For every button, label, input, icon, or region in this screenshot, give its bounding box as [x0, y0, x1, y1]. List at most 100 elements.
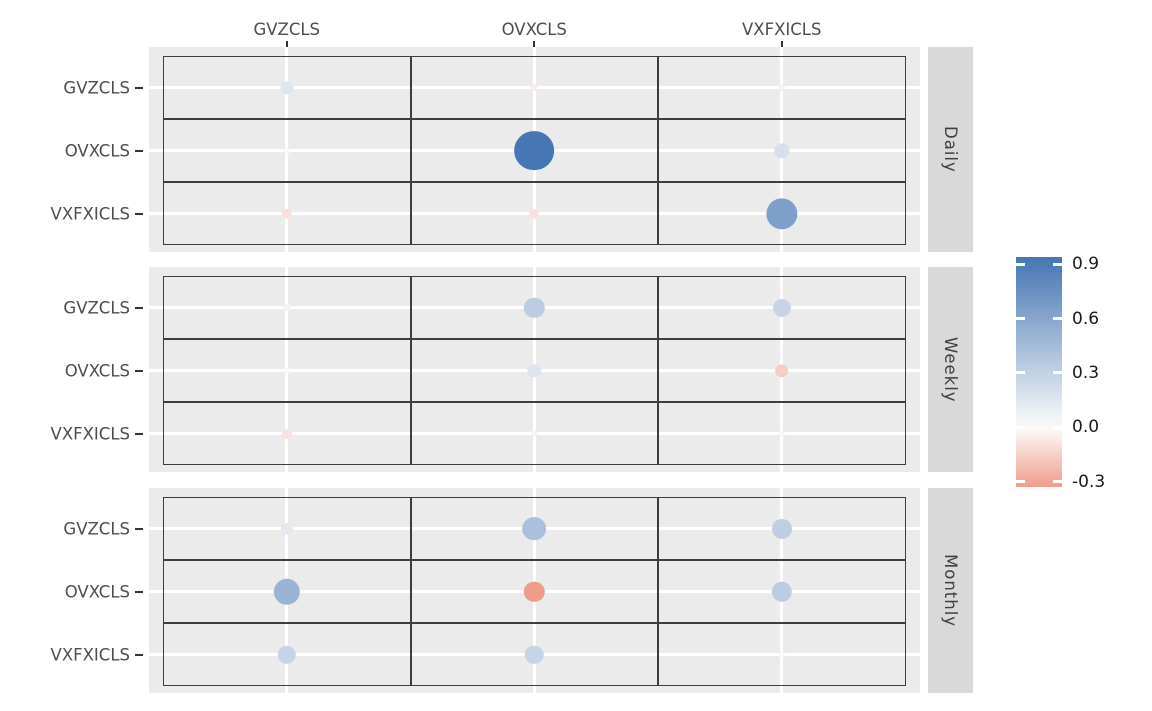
correlation-dot — [771, 581, 792, 602]
matrix-cell — [410, 623, 658, 686]
correlation-dot — [772, 298, 791, 317]
row-tick — [135, 527, 143, 530]
row-axis-label: VXFXICLS — [50, 204, 130, 223]
column-tick — [533, 41, 536, 48]
matrix-cell — [658, 339, 906, 402]
correlation-dot — [280, 80, 294, 95]
matrix-cell — [163, 497, 411, 560]
legend-tick-mark-left — [1016, 480, 1025, 484]
row-tick — [135, 590, 143, 593]
correlation-dot — [283, 367, 290, 374]
facet-strip-label: Daily — [941, 126, 960, 173]
matrix-cell — [163, 623, 411, 686]
row-axis-label: GVZCLS — [63, 519, 130, 538]
matrix-cell — [163, 182, 411, 245]
matrix-cell — [410, 402, 658, 465]
matrix-cell — [658, 119, 906, 182]
legend-tick-mark-left — [1016, 425, 1025, 429]
matrix-cell — [163, 402, 411, 465]
row-axis-label: OVXCLS — [64, 361, 130, 380]
row-tick — [135, 369, 143, 372]
row-axis-label: OVXCLS — [64, 141, 130, 160]
matrix-cell — [163, 560, 411, 623]
row-tick — [135, 86, 143, 89]
matrix-cell — [658, 560, 906, 623]
facet-strip: Daily — [928, 47, 973, 252]
column-axis-label: GVZCLS — [253, 20, 321, 39]
matrix-cell — [163, 119, 411, 182]
correlation-dot — [280, 522, 293, 535]
matrix-cell — [658, 497, 906, 560]
legend-tick-mark-left — [1016, 262, 1025, 266]
matrix-cell — [410, 119, 658, 182]
row-tick — [135, 653, 143, 656]
correlation-dot — [778, 651, 785, 658]
correlation-dot — [778, 430, 785, 437]
facet-strip-label: Monthly — [941, 553, 960, 628]
legend-tick-mark-right — [1053, 262, 1062, 266]
row-axis-label: GVZCLS — [63, 298, 130, 317]
legend-tick-mark-left — [1016, 371, 1025, 375]
legend-tick-mark-right — [1053, 317, 1062, 321]
correlation-dot — [530, 83, 539, 92]
row-axis-label: GVZCLS — [63, 78, 130, 97]
legend-tick-label: -0.3 — [1072, 471, 1106, 492]
legend-tick-label: 0.6 — [1072, 308, 1100, 329]
matrix-cell — [163, 276, 411, 339]
row-axis-label: VXFXICLS — [50, 645, 130, 664]
column-tick — [285, 41, 288, 48]
facet-strip-label: Weekly — [941, 336, 960, 403]
correlation-dot — [530, 430, 538, 437]
correlation-dot — [774, 142, 790, 159]
row-axis-label: VXFXICLS — [50, 424, 130, 443]
row-axis-label: OVXCLS — [64, 582, 130, 601]
column-axis-label: VXFXICLS — [742, 20, 822, 39]
legend-tick-mark-right — [1053, 371, 1062, 375]
matrix-cell — [658, 623, 906, 686]
legend-tick-label: 0.9 — [1072, 254, 1100, 275]
correlation-dot — [529, 208, 540, 219]
correlation-dot — [514, 130, 555, 171]
row-tick — [135, 432, 143, 435]
correlation-dot — [277, 645, 296, 664]
correlation-dot — [283, 147, 290, 154]
column-axis-label: OVXCLS — [501, 20, 567, 39]
correlation-dot — [281, 208, 293, 219]
correlation-dot — [527, 363, 542, 378]
correlation-dot — [524, 297, 545, 318]
correlation-dot — [766, 197, 798, 230]
matrix-cell — [410, 497, 658, 560]
matrix-cell — [658, 276, 906, 339]
matrix-cell — [658, 56, 906, 119]
matrix-cell — [410, 56, 658, 119]
correlation-dot — [522, 516, 547, 541]
legend-tick-mark-right — [1053, 425, 1062, 429]
legend-tick-mark-right — [1053, 480, 1062, 484]
matrix-cell — [410, 182, 658, 245]
facet-strip: Monthly — [928, 488, 973, 693]
correlation-dot — [525, 645, 544, 664]
matrix-cell — [163, 339, 411, 402]
row-tick — [135, 306, 143, 309]
correlation-dot — [281, 428, 292, 439]
matrix-cell — [410, 560, 658, 623]
correlation-dot — [774, 363, 789, 378]
matrix-cell — [410, 339, 658, 402]
legend-tick-label: 0.0 — [1072, 417, 1100, 438]
matrix-cell — [658, 402, 906, 465]
correlation-dot — [273, 578, 300, 605]
legend-tick-mark-left — [1016, 317, 1025, 321]
matrix-cell — [410, 276, 658, 339]
correlation-dot — [778, 83, 786, 92]
matrix-cell — [658, 182, 906, 245]
correlation-dot — [524, 581, 545, 602]
correlation-dot — [771, 518, 792, 539]
legend-tick-label: 0.3 — [1072, 362, 1100, 383]
row-tick — [135, 212, 143, 215]
correlation-dot — [282, 303, 291, 312]
column-tick — [780, 41, 783, 48]
row-tick — [135, 149, 143, 152]
facet-strip: Weekly — [928, 267, 973, 472]
matrix-cell — [163, 56, 411, 119]
